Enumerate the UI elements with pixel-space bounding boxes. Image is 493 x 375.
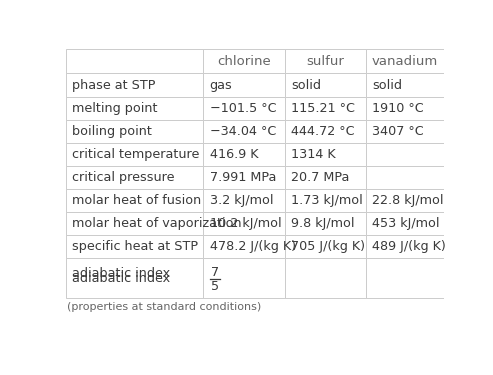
Text: boiling point: boiling point bbox=[71, 125, 151, 138]
Bar bbox=[366, 49, 444, 74]
Bar bbox=[66, 97, 204, 120]
Text: 3.2 kJ/mol: 3.2 kJ/mol bbox=[210, 194, 273, 207]
Bar bbox=[285, 258, 366, 299]
Text: 22.8 kJ/mol: 22.8 kJ/mol bbox=[372, 194, 444, 207]
Bar bbox=[366, 189, 444, 212]
Bar bbox=[204, 74, 285, 97]
Bar bbox=[366, 97, 444, 120]
Bar bbox=[366, 74, 444, 97]
Text: critical pressure: critical pressure bbox=[71, 171, 174, 184]
Text: molar heat of fusion: molar heat of fusion bbox=[71, 194, 201, 207]
Bar bbox=[66, 143, 204, 166]
Bar bbox=[285, 120, 366, 143]
Bar bbox=[66, 189, 204, 212]
Bar bbox=[285, 235, 366, 258]
Bar bbox=[204, 49, 285, 74]
Bar bbox=[366, 120, 444, 143]
Text: 9.8 kJ/mol: 9.8 kJ/mol bbox=[291, 217, 354, 230]
Text: vanadium: vanadium bbox=[372, 55, 438, 68]
Text: solid: solid bbox=[291, 78, 321, 92]
Text: phase at STP: phase at STP bbox=[71, 78, 155, 92]
Bar bbox=[66, 258, 204, 299]
Bar bbox=[285, 143, 366, 166]
Bar bbox=[204, 212, 285, 235]
Bar bbox=[285, 74, 366, 97]
Bar bbox=[366, 258, 444, 299]
Text: 705 J/(kg K): 705 J/(kg K) bbox=[291, 240, 365, 253]
Bar bbox=[204, 166, 285, 189]
Bar bbox=[66, 166, 204, 189]
Text: −101.5 °C: −101.5 °C bbox=[210, 102, 276, 115]
Bar bbox=[204, 235, 285, 258]
Bar bbox=[204, 258, 285, 299]
Text: 416.9 K: 416.9 K bbox=[210, 148, 258, 161]
Bar bbox=[285, 49, 366, 74]
Bar bbox=[66, 120, 204, 143]
Bar bbox=[285, 212, 366, 235]
Text: adiabatic index: adiabatic index bbox=[71, 272, 170, 285]
Bar bbox=[366, 166, 444, 189]
Text: 1.73 kJ/mol: 1.73 kJ/mol bbox=[291, 194, 363, 207]
Bar bbox=[204, 97, 285, 120]
Text: (properties at standard conditions): (properties at standard conditions) bbox=[67, 302, 261, 312]
Bar bbox=[66, 235, 204, 258]
Text: solid: solid bbox=[372, 78, 402, 92]
Text: chlorine: chlorine bbox=[217, 55, 271, 68]
Bar bbox=[285, 189, 366, 212]
Bar bbox=[366, 235, 444, 258]
Text: 1910 °C: 1910 °C bbox=[372, 102, 424, 115]
Text: 7: 7 bbox=[211, 266, 219, 279]
Text: sulfur: sulfur bbox=[307, 55, 345, 68]
Bar bbox=[366, 143, 444, 166]
Text: 5: 5 bbox=[211, 279, 219, 292]
Text: 453 kJ/mol: 453 kJ/mol bbox=[372, 217, 440, 230]
Bar bbox=[204, 143, 285, 166]
Bar bbox=[204, 189, 285, 212]
Text: −34.04 °C: −34.04 °C bbox=[210, 125, 276, 138]
Bar bbox=[285, 97, 366, 120]
Text: adiabatic index: adiabatic index bbox=[71, 267, 170, 280]
Text: 489 J/(kg K): 489 J/(kg K) bbox=[372, 240, 446, 253]
Text: 7.991 MPa: 7.991 MPa bbox=[210, 171, 276, 184]
Text: 3407 °C: 3407 °C bbox=[372, 125, 424, 138]
Text: 115.21 °C: 115.21 °C bbox=[291, 102, 355, 115]
Bar bbox=[285, 166, 366, 189]
Text: molar heat of vaporization: molar heat of vaporization bbox=[71, 217, 242, 230]
Bar bbox=[366, 212, 444, 235]
Text: 20.7 MPa: 20.7 MPa bbox=[291, 171, 350, 184]
Bar bbox=[66, 74, 204, 97]
Text: gas: gas bbox=[210, 78, 232, 92]
Text: 10.2 kJ/mol: 10.2 kJ/mol bbox=[210, 217, 282, 230]
Text: 444.72 °C: 444.72 °C bbox=[291, 125, 354, 138]
Text: 478.2 J/(kg K): 478.2 J/(kg K) bbox=[210, 240, 296, 253]
Text: specific heat at STP: specific heat at STP bbox=[71, 240, 198, 253]
Text: critical temperature: critical temperature bbox=[71, 148, 199, 161]
Text: melting point: melting point bbox=[71, 102, 157, 115]
Bar bbox=[66, 49, 204, 74]
Text: 1314 K: 1314 K bbox=[291, 148, 336, 161]
Bar bbox=[204, 120, 285, 143]
Bar bbox=[66, 212, 204, 235]
